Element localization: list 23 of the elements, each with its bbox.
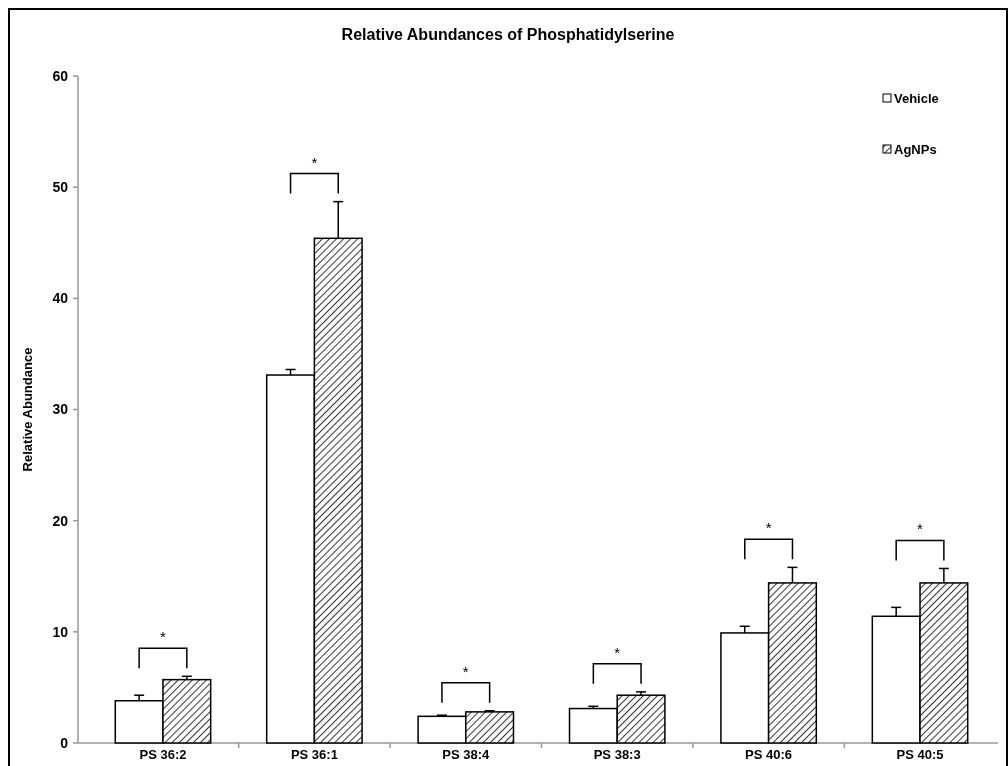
y-tick-label: 10 bbox=[52, 623, 69, 640]
annotation: * bbox=[311, 153, 318, 171]
chart-title: Relative Abundances of Phosphatidylserine bbox=[341, 26, 675, 43]
annotation: * bbox=[765, 519, 772, 537]
x-tick-label: PS 38:4 bbox=[442, 747, 491, 762]
x-tick-label: PS 40:6 bbox=[745, 747, 793, 762]
annotation: * bbox=[462, 662, 469, 680]
x-tick-label: PS 40:5 bbox=[896, 747, 944, 762]
y-tick-label: 30 bbox=[52, 401, 69, 418]
y-axis-title: Relative Abundance bbox=[20, 347, 35, 472]
y-tick-label: 20 bbox=[52, 512, 69, 529]
y-tick-label: 40 bbox=[52, 290, 69, 307]
y-tick-label: 60 bbox=[52, 67, 69, 84]
x-tick-label: PS 36:2 bbox=[139, 747, 187, 762]
y-tick-label: 50 bbox=[52, 179, 69, 196]
y-tick-label: 0 bbox=[60, 734, 69, 751]
x-tick-label: PS 36:1 bbox=[290, 747, 338, 762]
annotation: * bbox=[917, 520, 924, 538]
annotation: * bbox=[160, 628, 167, 646]
x-tick-label: PS 38:3 bbox=[593, 747, 641, 762]
legend-label: AgNPs bbox=[894, 142, 937, 157]
annotation: * bbox=[614, 643, 621, 661]
legend-label: Vehicle bbox=[894, 91, 939, 106]
